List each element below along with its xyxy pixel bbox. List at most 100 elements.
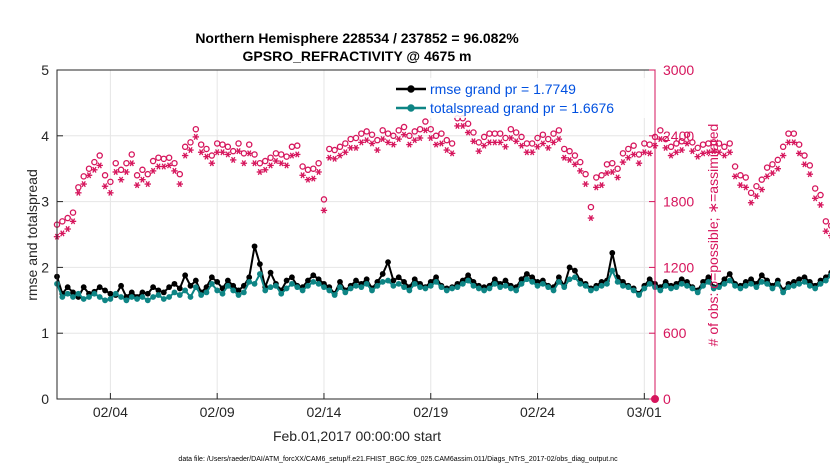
assimilated-obs-marker — [491, 139, 499, 146]
data-point — [363, 276, 370, 283]
data-point — [198, 292, 205, 298]
data-point — [353, 277, 359, 284]
asterisk-stroke — [615, 174, 620, 181]
data-point — [673, 284, 680, 291]
data-point — [305, 277, 311, 284]
data-point — [64, 284, 71, 291]
assimilated-obs-marker — [694, 153, 701, 160]
asterisk-stroke — [231, 156, 236, 164]
asterisk-stroke — [508, 134, 514, 142]
data-point — [160, 296, 167, 302]
possible-obs-marker — [144, 170, 152, 178]
data-point — [278, 290, 285, 297]
possible-obs-marker — [192, 125, 200, 133]
asterisk-stroke — [439, 140, 444, 147]
assimilated-obs-marker — [246, 150, 253, 157]
asterisk-stroke — [236, 148, 241, 155]
x-tick-label: 03/01 — [627, 404, 662, 420]
possible-obs-marker — [181, 143, 189, 151]
data-point — [774, 280, 781, 287]
possible-obs-marker — [593, 174, 600, 181]
data-point — [337, 278, 343, 285]
data-point — [182, 272, 189, 279]
asterisk-stroke — [428, 134, 433, 142]
possible-obs-marker — [657, 127, 664, 134]
possible-obs-marker — [374, 136, 381, 144]
asterisk-stroke — [305, 176, 311, 183]
possible-obs-marker — [614, 165, 621, 172]
assimilated-obs-marker — [59, 230, 66, 237]
assimilated-obs-marker — [486, 139, 493, 146]
x-tick-label: 02/04 — [93, 404, 128, 420]
data-point — [726, 277, 733, 284]
asterisk-stroke — [241, 160, 247, 167]
asterisk-stroke — [353, 144, 359, 151]
possible-obs-marker — [384, 130, 392, 137]
data-point — [139, 289, 146, 296]
assimilated-obs-marker — [91, 166, 98, 173]
data-point — [171, 289, 178, 296]
assimilated-obs-marker — [502, 143, 509, 150]
data-point — [246, 274, 253, 281]
possible-obs-marker — [229, 147, 237, 155]
asterisk-stroke — [738, 182, 743, 189]
data-point — [822, 277, 829, 284]
assimilated-obs-marker — [400, 131, 408, 138]
data-point — [230, 282, 237, 289]
asterisk-stroke — [177, 180, 182, 188]
asterisk-stroke — [321, 207, 327, 214]
y-right-tick-label: 1800 — [663, 194, 694, 210]
assimilated-obs-marker — [75, 189, 82, 196]
data-point — [385, 259, 391, 266]
possible-obs-marker — [390, 132, 397, 140]
data-point — [401, 278, 407, 285]
asterisk-stroke — [487, 139, 492, 146]
asterisk-stroke — [284, 162, 289, 169]
possible-obs-marker — [165, 154, 173, 161]
asterisk-stroke — [86, 172, 92, 179]
data-point — [555, 278, 562, 285]
data-point — [582, 282, 589, 289]
assimilated-obs-marker — [187, 146, 194, 154]
data-point — [502, 277, 509, 284]
assimilated-obs-marker — [523, 149, 531, 156]
data-point — [70, 294, 76, 300]
assimilated-obs-marker — [374, 146, 381, 154]
possible-obs-marker — [187, 139, 194, 146]
chart-title-line2: GPSRO_REFRACTIVITY @ 4675 m — [243, 48, 472, 64]
possible-obs-marker — [342, 140, 349, 147]
assimilated-obs-marker — [742, 184, 749, 191]
possible-obs-marker — [75, 184, 82, 191]
data-point — [289, 280, 295, 287]
possible-obs-marker — [117, 166, 125, 174]
possible-obs-marker — [683, 131, 691, 138]
possible-obs-marker — [667, 143, 675, 151]
data-point — [385, 277, 391, 284]
data-point — [219, 290, 226, 297]
data-point — [465, 277, 472, 284]
legend-rmse-label: rmse grand pr = 1.7749 — [430, 81, 576, 97]
data-point — [246, 278, 253, 285]
assimilated-obs-marker — [561, 154, 568, 161]
asterisk-stroke — [562, 154, 567, 161]
legend-spread-marker — [407, 104, 415, 112]
data-point — [737, 285, 744, 292]
data-point — [139, 294, 146, 300]
data-point — [401, 284, 407, 291]
possible-obs-marker — [635, 151, 643, 158]
data-point — [70, 289, 76, 296]
possible-obs-marker — [219, 141, 226, 148]
data-point — [801, 278, 808, 285]
possible-obs-marker — [304, 166, 312, 174]
asterisk-stroke — [247, 150, 252, 157]
possible-obs-marker — [160, 155, 168, 163]
asterisk-stroke — [295, 151, 300, 158]
possible-obs-marker — [331, 146, 338, 154]
assimilated-obs-marker — [721, 152, 728, 159]
assimilated-obs-marker — [347, 144, 354, 151]
possible-obs-marker — [715, 140, 723, 147]
data-point — [283, 285, 290, 292]
asterisk-stroke — [65, 225, 70, 233]
possible-obs-marker — [406, 132, 413, 140]
possible-obs-marker — [261, 157, 269, 165]
